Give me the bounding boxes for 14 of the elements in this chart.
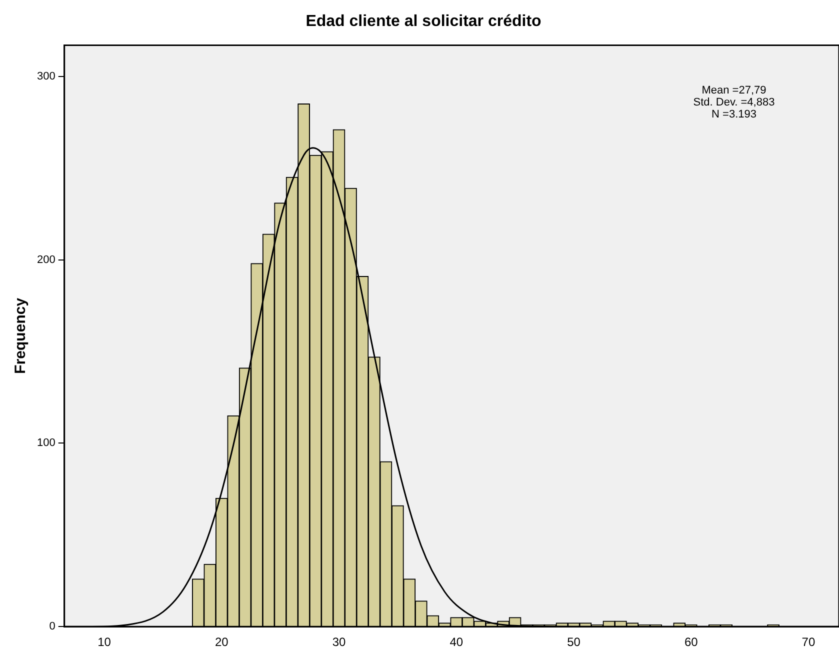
y-tick-label: 0 — [49, 620, 56, 633]
chart-title: Edad cliente al solicitar crédito — [306, 13, 542, 30]
y-axis-title: Frequency — [12, 297, 30, 374]
x-tick-label: 10 — [98, 635, 112, 650]
x-tick-label: 30 — [332, 635, 346, 650]
y-tick-label: 100 — [36, 437, 56, 450]
annotation: Mean =27,79 Std. Dev. =4,883 N =3.193 — [693, 84, 775, 121]
y-tick-label: 300 — [36, 70, 56, 82]
x-tick-label: 60 — [684, 635, 698, 650]
y-tick-label: 200 — [36, 254, 56, 266]
x-tick-label: 40 — [450, 635, 464, 650]
x-tick-label: 70 — [802, 635, 816, 650]
x-tick-label: 20 — [214, 635, 229, 650]
x-tick-label: 50 — [567, 635, 581, 650]
